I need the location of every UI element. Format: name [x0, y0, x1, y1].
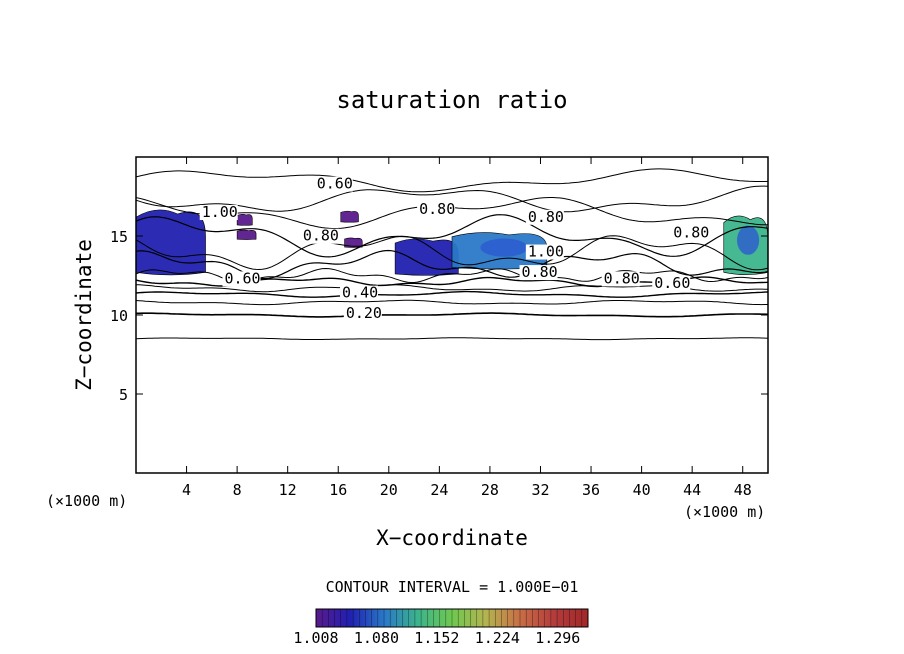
region-core-right — [737, 225, 760, 255]
contour-label: 0.80 — [419, 200, 455, 218]
contour-label-bg — [417, 201, 456, 217]
x-tick-label: 16 — [329, 481, 347, 499]
colorbar-tick-label: 1.008 — [293, 629, 338, 647]
region-core-center-right — [480, 238, 528, 257]
contour-line — [136, 290, 768, 298]
colorbar-tick-label: 1.296 — [535, 629, 580, 647]
x-tick-label: 20 — [380, 481, 398, 499]
x-tick-label: 8 — [233, 481, 242, 499]
region-small-3 — [236, 229, 257, 240]
contour-line — [136, 337, 768, 341]
contour-label: 1.00 — [202, 203, 238, 221]
contour-label: 0.60 — [317, 175, 353, 193]
contour-label-bg — [300, 228, 339, 244]
contour-labels: 0.60 0.80 0.80 0.80 0.80 0.80 0.80 0.60 0.60 0.40… — [199, 175, 710, 322]
region-small-4 — [344, 237, 363, 248]
x-tick-label: 28 — [481, 481, 499, 499]
colorbar-tick-label: 1.224 — [475, 629, 520, 647]
x-tick-label: 40 — [633, 481, 651, 499]
contour-label-bg — [314, 176, 353, 192]
contour-label: 0.80 — [522, 263, 558, 281]
contour-line — [136, 185, 768, 213]
contour-label-bg — [340, 285, 379, 301]
x-axis-unit-right: (×1000 m) — [684, 503, 766, 521]
y-tick-label: 15 — [110, 228, 128, 246]
contour-label: 0.80 — [673, 224, 709, 242]
contour-label: 0.80 — [528, 208, 564, 226]
contour-label-bg — [525, 244, 564, 260]
x-axis-ticks: 4 8 12 16 20 24 28 32 36 40 44 48 — [182, 157, 752, 499]
x-tick-label: 12 — [279, 481, 297, 499]
contour-label: 0.80 — [303, 227, 339, 245]
x-axis-unit-left: (×1000 m) — [46, 492, 128, 510]
region-small-2 — [340, 210, 359, 223]
y-tick-label: 10 — [110, 307, 128, 325]
y-tick-label: 5 — [119, 386, 128, 404]
x-tick-label: 44 — [683, 481, 701, 499]
x-tick-label: 24 — [430, 481, 448, 499]
x-axis-label: X−coordinate — [376, 526, 528, 550]
contour-line — [136, 312, 768, 318]
contour-label-bg — [525, 209, 564, 225]
contour-line — [136, 249, 768, 280]
contour-line — [136, 235, 768, 271]
contour-label-bg — [652, 276, 691, 292]
contour-label-bg — [343, 306, 382, 322]
contour-line — [136, 168, 768, 193]
contour-label-bg — [199, 205, 238, 221]
colorbar-tick-label: 1.080 — [354, 629, 399, 647]
region-small-1 — [236, 213, 253, 226]
x-tick-label: 48 — [734, 481, 752, 499]
x-tick-label: 36 — [582, 481, 600, 499]
colorbar-tick-label: 1.152 — [414, 629, 459, 647]
contour-label: 1.00 — [528, 243, 564, 261]
x-tick-label: 4 — [182, 481, 191, 499]
contour-label-bg — [671, 225, 710, 241]
contour-label-bg — [601, 271, 640, 287]
contour-label: 0.80 — [604, 269, 640, 287]
contour-interval-text: CONTOUR INTERVAL = 1.000E−01 — [325, 578, 579, 596]
colorbar: 1.008 1.080 1.152 1.224 1.296 — [293, 608, 589, 647]
contour-label-bg — [222, 271, 261, 287]
x-tick-label: 32 — [531, 481, 549, 499]
contour-line — [136, 299, 768, 306]
chart-title: saturation ratio — [336, 86, 568, 114]
y-axis-ticks: 5 10 15 — [110, 228, 768, 404]
contour-label: 0.40 — [342, 284, 378, 302]
contour-label: 0.20 — [346, 304, 382, 322]
contour-label: 0.60 — [224, 269, 260, 287]
contour-line — [136, 214, 768, 258]
contour-label-bg — [519, 265, 558, 281]
y-axis-label: Z−coordinate — [72, 239, 96, 391]
contour-label: 0.60 — [654, 274, 690, 292]
